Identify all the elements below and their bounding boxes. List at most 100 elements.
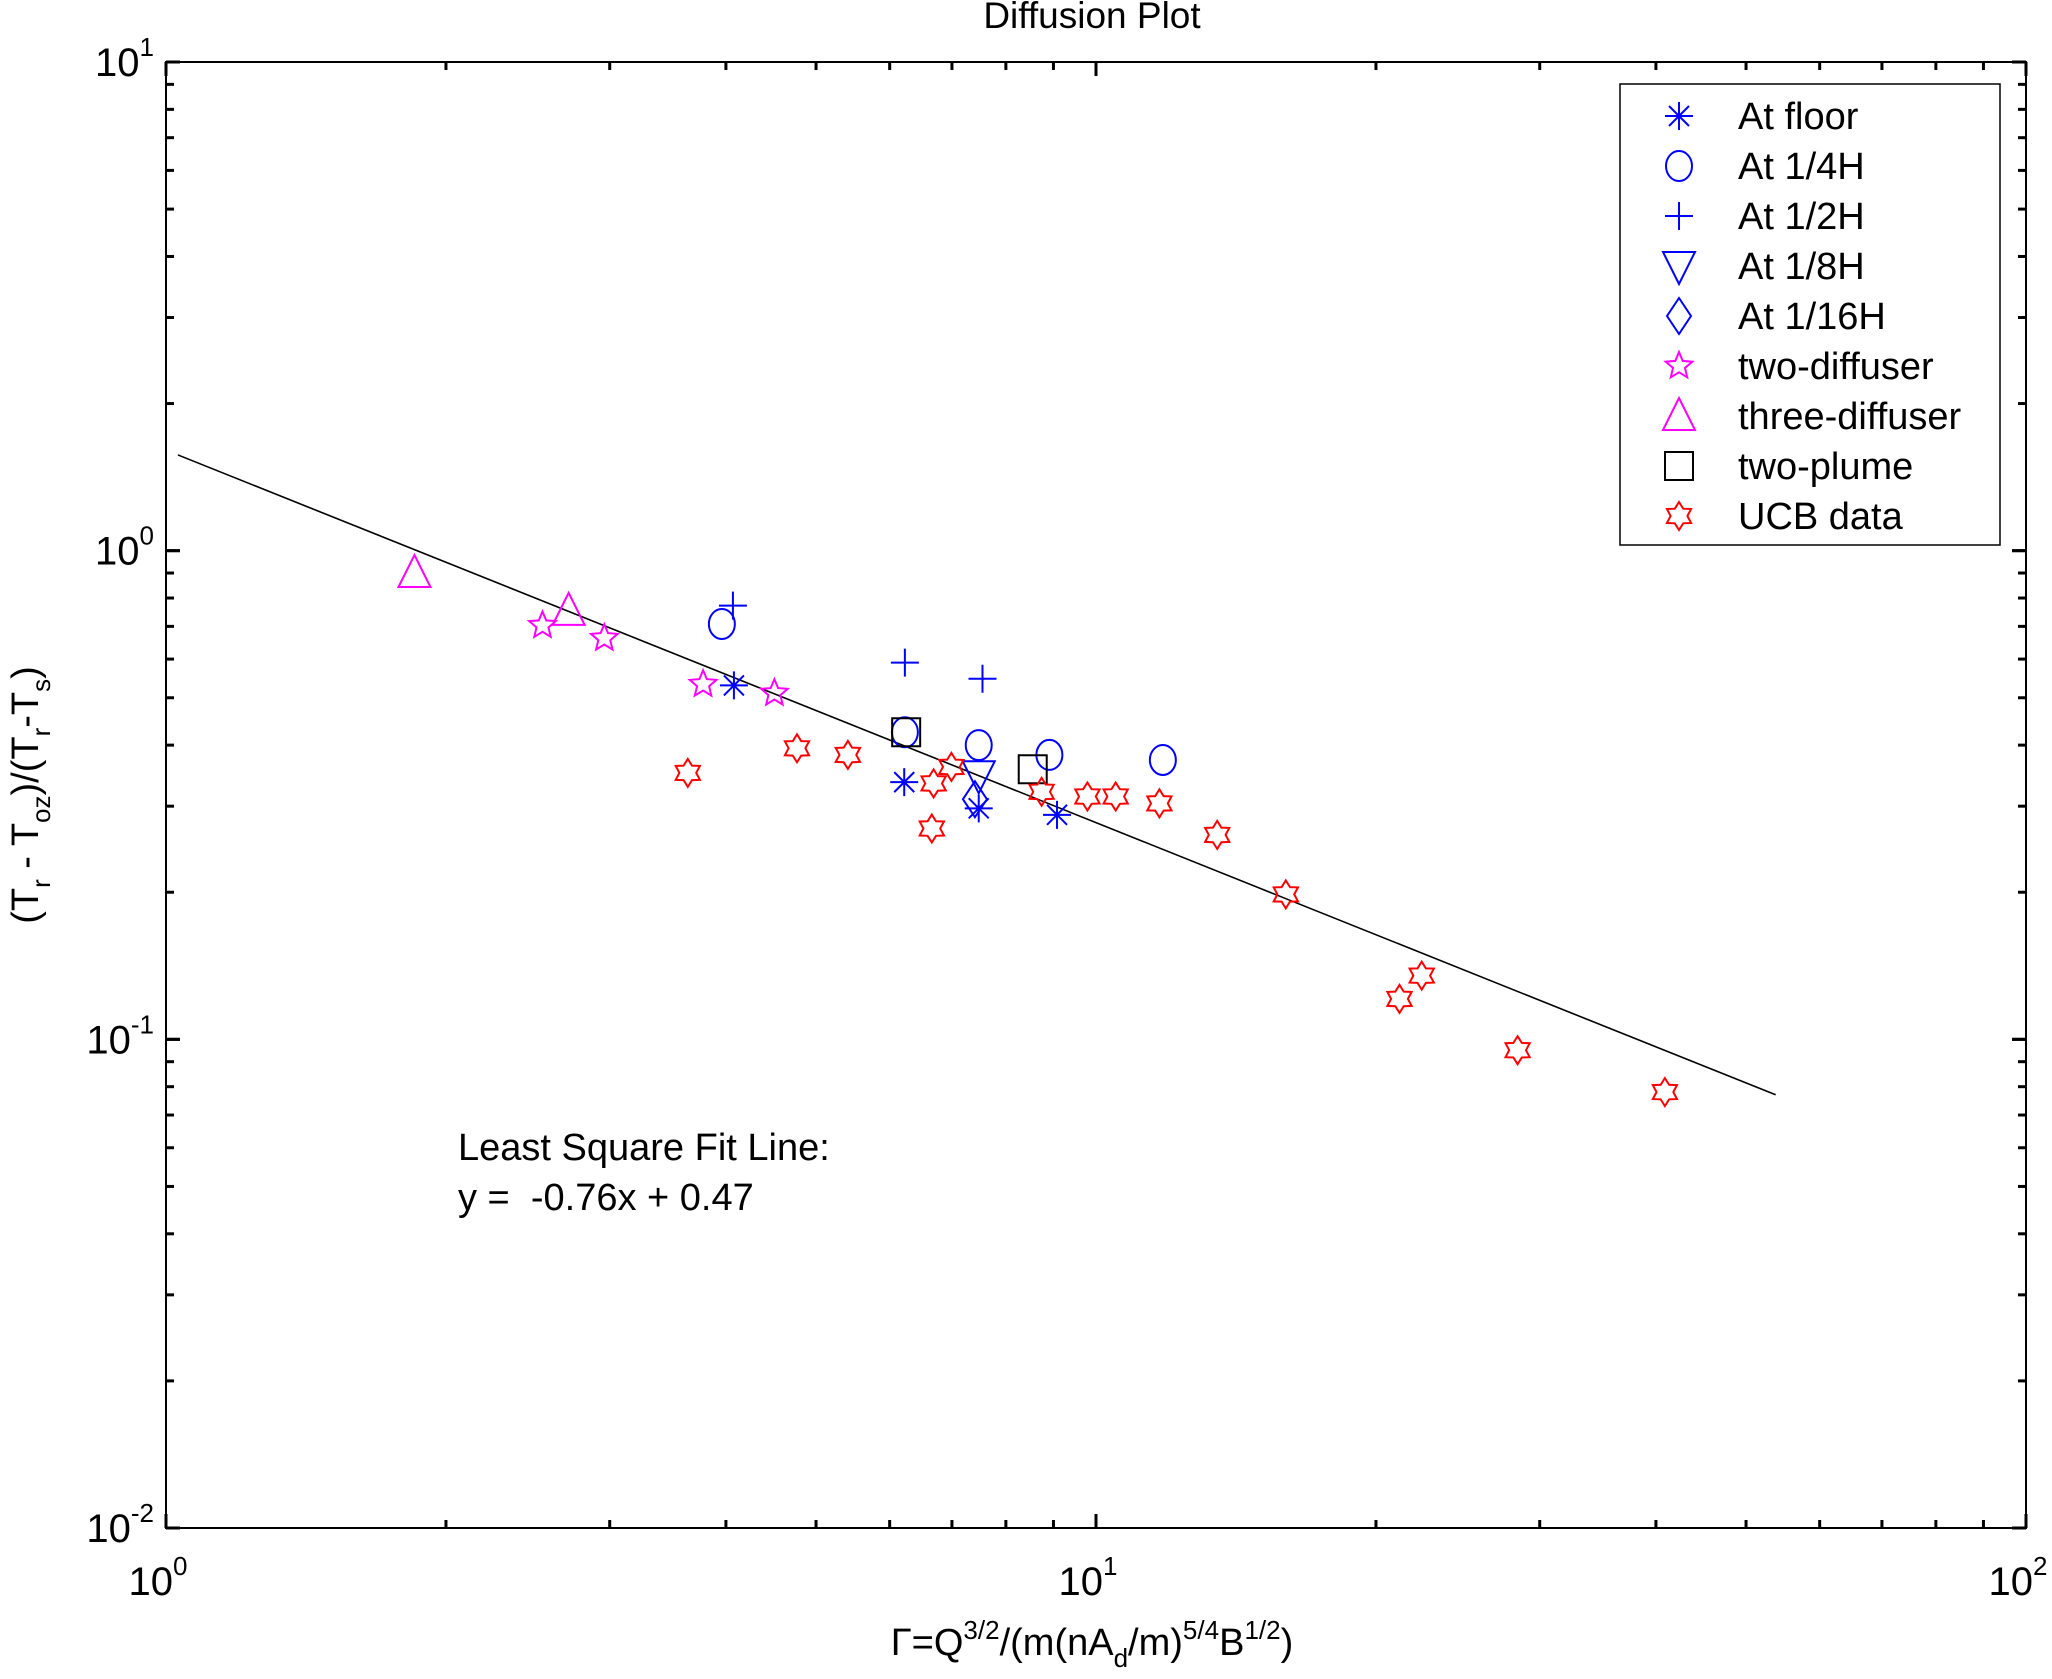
data-point bbox=[1073, 780, 1102, 813]
square-icon bbox=[1664, 451, 1694, 481]
series-three-diffuser bbox=[396, 552, 587, 626]
data-points bbox=[396, 552, 1679, 1109]
legend-label: three-diffuser bbox=[1738, 396, 1962, 438]
fit-annotation: Least Square Fit Line: y = -0.76x + 0.47 bbox=[458, 1127, 830, 1219]
data-point bbox=[1101, 780, 1130, 813]
x-axis-label: Γ=Q3/2/(m(nAd/m)5/4B1/2) bbox=[891, 1615, 1294, 1673]
legend-box bbox=[1619, 83, 2001, 546]
chart-title: Diffusion Plot bbox=[983, 0, 1201, 36]
data-point bbox=[526, 608, 559, 639]
y-tick-labels: 10-2 10-1 100 101 bbox=[86, 32, 154, 1551]
axis-label-part: -T bbox=[5, 692, 47, 728]
series-at-1-16h bbox=[961, 779, 989, 820]
axis-ticks bbox=[164, 60, 2028, 1530]
axis-label-part: oz bbox=[26, 795, 56, 822]
y-tick-label: 100 bbox=[95, 521, 154, 574]
axis-label-part: Γ=Q bbox=[891, 1622, 964, 1664]
data-point bbox=[674, 757, 702, 789]
data-point bbox=[783, 732, 811, 765]
annotation-line-2: y = -0.76x + 0.47 bbox=[458, 1177, 754, 1219]
axis-label-part: (T bbox=[5, 888, 47, 924]
data-point bbox=[1503, 1034, 1532, 1067]
fit-line bbox=[177, 454, 1776, 1096]
series-at-floor bbox=[719, 671, 1072, 829]
x-tick-label: 102 bbox=[1989, 1551, 2048, 1604]
legend-label: At 1/4H bbox=[1738, 146, 1865, 188]
data-point bbox=[964, 794, 993, 823]
legend-item: At 1/8H bbox=[1661, 246, 1865, 288]
data-point bbox=[588, 621, 621, 652]
series-two-diffuser bbox=[526, 608, 791, 707]
data-point bbox=[1272, 878, 1300, 911]
series-ucb-data bbox=[674, 732, 1679, 1109]
y-tick-label: 10-1 bbox=[86, 1009, 154, 1062]
axis-label-part: 1/2 bbox=[1244, 1615, 1280, 1645]
legend-label: At 1/16H bbox=[1738, 296, 1886, 338]
axis-label-part: r bbox=[26, 727, 56, 736]
data-point bbox=[918, 812, 946, 845]
pentagram-icon bbox=[1663, 349, 1695, 380]
y-tick-label: 10-2 bbox=[86, 1498, 154, 1551]
legend-item: UCB data bbox=[1665, 496, 1904, 538]
data-point bbox=[758, 676, 791, 707]
series-at-1-2h bbox=[718, 591, 997, 693]
legend-label: At 1/8H bbox=[1738, 246, 1865, 288]
data-point bbox=[1017, 754, 1048, 785]
axis-label-part: - T bbox=[5, 823, 47, 879]
data-point bbox=[1203, 819, 1231, 851]
data-point bbox=[834, 739, 862, 771]
data-point bbox=[1385, 983, 1414, 1015]
data-point bbox=[890, 768, 919, 797]
data-point bbox=[687, 667, 719, 698]
data-point bbox=[1145, 787, 1174, 820]
data-point bbox=[890, 648, 919, 677]
legend-item: At 1/2H bbox=[1665, 196, 1865, 238]
hexagram-icon bbox=[1665, 500, 1693, 532]
axis-label-part: 3/2 bbox=[963, 1615, 999, 1645]
legend-item: two-diffuser bbox=[1663, 346, 1934, 388]
data-point bbox=[551, 590, 587, 626]
plus-icon bbox=[1665, 202, 1693, 230]
axis-label-part: B bbox=[1219, 1622, 1244, 1664]
legend-label: At floor bbox=[1738, 96, 1859, 138]
legend-label: UCB data bbox=[1738, 496, 1904, 538]
legend: At floor At 1/4H At 1/2H At 1/8H At 1/16H two… bbox=[1619, 83, 2001, 546]
legend-item: At 1/4H bbox=[1665, 146, 1865, 188]
x-tick-labels: 100 101 102 bbox=[129, 1551, 2048, 1604]
data-point bbox=[1027, 775, 1056, 808]
axis-label-part: /m) bbox=[1128, 1622, 1183, 1664]
data-point bbox=[964, 729, 993, 762]
asterisk-icon bbox=[1665, 102, 1693, 130]
x-tick-label: 101 bbox=[1059, 1551, 1118, 1604]
triangle-down-icon bbox=[1661, 251, 1697, 287]
axis-label-part: ) bbox=[5, 666, 47, 679]
diamond-icon bbox=[1665, 296, 1693, 336]
x-tick-label: 100 bbox=[129, 1551, 188, 1604]
legend-item: three-diffuser bbox=[1661, 395, 1962, 438]
data-point bbox=[707, 607, 736, 640]
data-point bbox=[891, 717, 922, 748]
circle-icon bbox=[1665, 150, 1693, 182]
annotation-line-1: Least Square Fit Line: bbox=[458, 1127, 830, 1169]
legend-label: two-diffuser bbox=[1738, 346, 1934, 388]
axis-label-part: d bbox=[1114, 1643, 1128, 1673]
data-point bbox=[961, 760, 997, 796]
data-point bbox=[1043, 800, 1072, 829]
y-axis-label: (Tr - Toz)/(Tr-Ts) bbox=[5, 666, 56, 924]
legend-item: At floor bbox=[1665, 96, 1859, 138]
data-point bbox=[718, 591, 747, 620]
data-point bbox=[961, 779, 989, 820]
axis-label-part: s bbox=[26, 679, 56, 692]
axis-label-part: ) bbox=[1281, 1622, 1294, 1664]
data-point bbox=[968, 664, 997, 693]
legend-label: two-plume bbox=[1738, 446, 1913, 488]
axis-label-part: /(m(nA bbox=[1000, 1622, 1115, 1664]
legend-item: two-plume bbox=[1664, 446, 1913, 488]
data-point bbox=[1148, 743, 1177, 776]
axis-label-part: 5/4 bbox=[1183, 1615, 1219, 1645]
legend-label: At 1/2H bbox=[1738, 196, 1865, 238]
triangle-up-icon bbox=[1661, 395, 1697, 431]
data-point bbox=[1651, 1076, 1679, 1109]
data-point bbox=[937, 751, 966, 783]
